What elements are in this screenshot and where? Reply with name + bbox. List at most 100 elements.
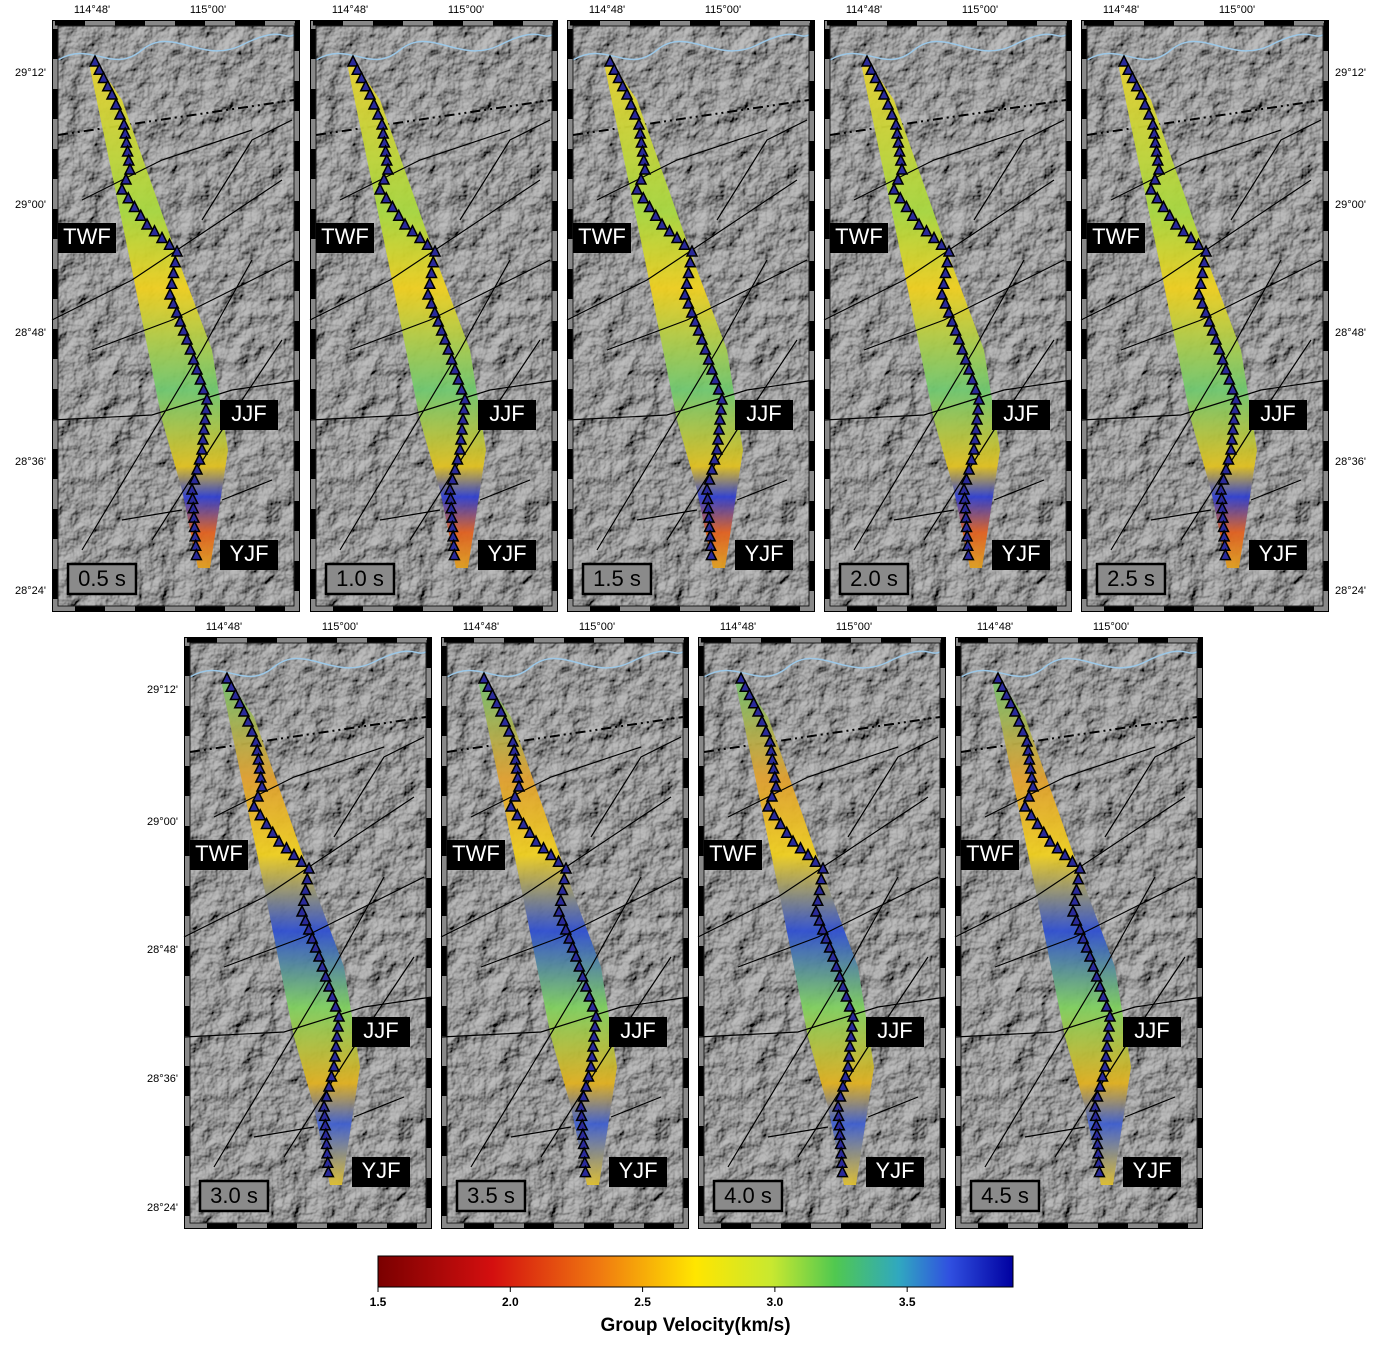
- frame-ticks: [184, 637, 432, 1229]
- station: [769, 779, 783, 792]
- station: [1043, 834, 1057, 847]
- station: [715, 392, 729, 405]
- station: [1152, 162, 1166, 175]
- fault-line: [737, 876, 939, 968]
- fault-label-box: [830, 223, 888, 253]
- station: [155, 230, 169, 244]
- fault-line: [349, 259, 551, 351]
- fault-line: [1120, 259, 1322, 351]
- station: [280, 841, 293, 854]
- lon-label: 114°48': [589, 4, 625, 16]
- station: [1070, 882, 1083, 896]
- station: [967, 442, 981, 455]
- station: [678, 237, 691, 250]
- station: [685, 244, 699, 257]
- station: [836, 1079, 850, 1092]
- velocity-swath: [222, 677, 360, 1185]
- station: [456, 412, 470, 425]
- fault-line: [510, 1126, 572, 1138]
- fault-label: TWF: [1092, 224, 1140, 249]
- station: [1037, 825, 1050, 838]
- station: [254, 808, 267, 821]
- station: [233, 696, 246, 709]
- station: [670, 230, 684, 244]
- station: [392, 208, 405, 221]
- station: [316, 959, 329, 972]
- station: [801, 847, 815, 861]
- fault-line: [954, 796, 1186, 938]
- station: [1072, 872, 1085, 885]
- fault-line: [1110, 259, 1282, 551]
- fault-line: [823, 379, 1073, 421]
- station: [608, 62, 621, 75]
- river: [189, 650, 427, 678]
- station: [582, 1069, 595, 1082]
- station: [813, 913, 826, 926]
- fault-line: [459, 119, 551, 221]
- station: [295, 854, 308, 867]
- station: [187, 352, 200, 365]
- station: [816, 861, 830, 874]
- station: [809, 854, 822, 867]
- station: [1022, 789, 1036, 802]
- station: [448, 462, 462, 475]
- station: [1100, 999, 1113, 1012]
- fault-label: YJF: [1258, 541, 1297, 566]
- station: [935, 237, 948, 250]
- station: [428, 244, 442, 257]
- station: [1093, 1164, 1106, 1178]
- station: [1148, 172, 1162, 185]
- boundary: [57, 99, 295, 136]
- station: [1031, 816, 1044, 830]
- station: [1228, 402, 1242, 415]
- fault-label-box: [1249, 540, 1307, 570]
- frame-ticks: [955, 637, 1203, 1229]
- station: [620, 87, 634, 100]
- station: [180, 332, 194, 345]
- fault-label: YJF: [875, 1158, 914, 1183]
- station: [768, 808, 781, 821]
- station: [1026, 779, 1040, 792]
- station: [452, 372, 465, 385]
- station: [523, 825, 536, 838]
- period-label: 3.5 s: [467, 1183, 515, 1208]
- fault-line: [51, 379, 301, 421]
- station: [266, 825, 279, 838]
- station: [969, 382, 982, 395]
- station: [839, 1069, 852, 1082]
- station: [816, 922, 830, 935]
- lon-label: 115°00': [579, 621, 615, 633]
- station: [556, 882, 569, 896]
- station: [709, 372, 722, 385]
- velocity-swath: [862, 60, 1000, 568]
- station: [1151, 191, 1164, 204]
- station: [942, 305, 956, 318]
- river: [960, 650, 1198, 678]
- station: [188, 472, 201, 485]
- station: [711, 432, 725, 445]
- period-box: [838, 562, 910, 596]
- station: [586, 999, 599, 1012]
- fault-line: [716, 119, 808, 221]
- station: [1102, 1019, 1116, 1032]
- lat-label: 29°00': [1335, 199, 1366, 211]
- station: [1103, 1009, 1117, 1022]
- boundary: [572, 99, 810, 136]
- station: [371, 107, 385, 120]
- lon-label: 114°48': [206, 621, 242, 633]
- station: [579, 1079, 593, 1092]
- station: [425, 296, 438, 309]
- station: [140, 217, 154, 230]
- lon-label: 115°00': [836, 621, 872, 633]
- station: [299, 913, 312, 926]
- lat-label: 29°12': [1335, 67, 1366, 79]
- fault-line: [440, 796, 672, 938]
- station: [920, 224, 933, 237]
- station: [1000, 687, 1013, 701]
- station: [165, 276, 178, 289]
- fault-label: YJF: [229, 541, 268, 566]
- fault-line: [847, 736, 939, 838]
- station: [245, 724, 259, 737]
- period-label: 1.0 s: [336, 566, 384, 591]
- station: [991, 671, 1005, 684]
